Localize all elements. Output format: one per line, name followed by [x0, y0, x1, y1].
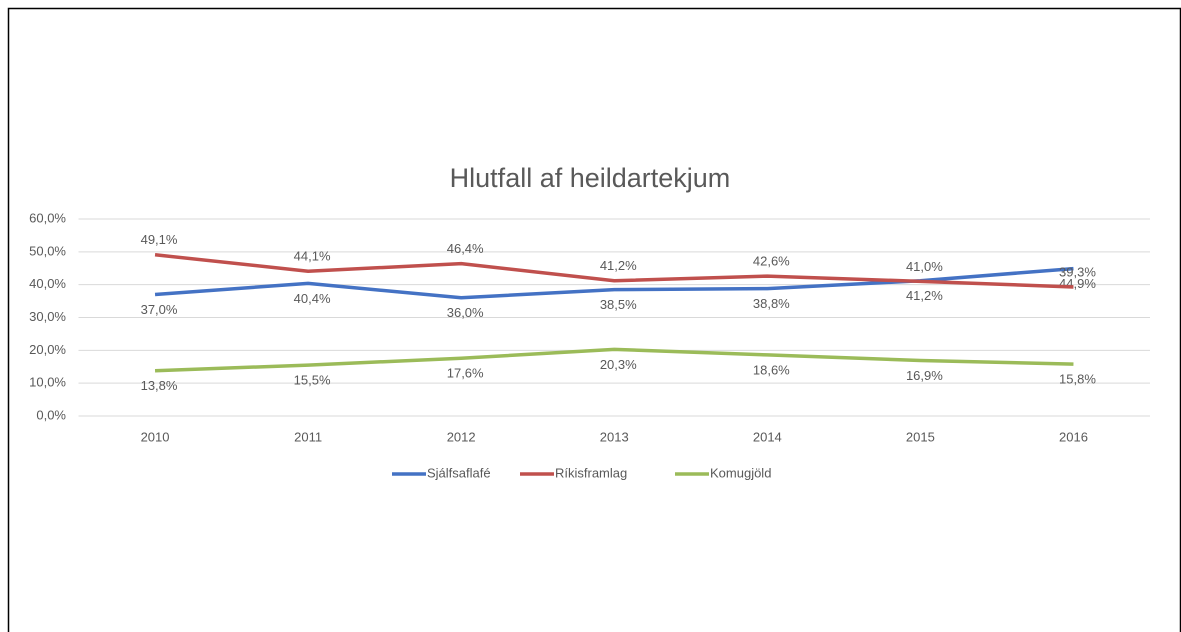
x-tick-label: 2014 — [753, 429, 782, 444]
data-label: 49,1% — [141, 232, 178, 247]
data-label: 15,5% — [294, 373, 331, 388]
y-tick-label: 40,0% — [29, 276, 66, 291]
data-label: 38,5% — [600, 297, 637, 312]
x-tick-label: 2011 — [294, 429, 322, 444]
series-line — [154, 347, 1074, 373]
y-tick-label: 10,0% — [29, 375, 66, 390]
x-tick-label: 2012 — [447, 429, 476, 444]
chart-title: Hlutfall af heildartekjum — [450, 163, 731, 193]
data-label: 17,6% — [447, 366, 484, 381]
data-label: 16,9% — [906, 368, 943, 383]
legend-label: Komugjöld — [710, 465, 771, 480]
data-label: 46,4% — [447, 241, 484, 256]
x-tick-label: 2015 — [906, 429, 935, 444]
data-label: 41,2% — [906, 288, 943, 303]
data-label: 41,0% — [906, 259, 943, 274]
data-label: 38,8% — [753, 296, 790, 311]
legend-label: Sjálfsaflafé — [427, 465, 491, 480]
data-label: 36,0% — [447, 305, 484, 320]
y-tick-label: 50,0% — [29, 243, 66, 258]
data-label: 37,0% — [141, 302, 178, 317]
legend-label: Ríkisframlag — [555, 465, 627, 480]
y-tick-label: 30,0% — [29, 309, 66, 324]
x-tick-label: 2013 — [600, 429, 629, 444]
data-label: 41,2% — [600, 258, 637, 273]
data-label: 44,1% — [294, 249, 331, 264]
x-tick-label: 2010 — [141, 429, 170, 444]
y-tick-label: 60,0% — [29, 210, 66, 225]
data-label: 18,6% — [753, 362, 790, 377]
series-line — [154, 253, 1074, 289]
y-tick-label: 20,0% — [29, 342, 66, 357]
data-label: 40,4% — [294, 291, 331, 306]
y-tick-label: 0,0% — [36, 407, 66, 422]
data-label: 20,3% — [600, 357, 637, 372]
data-label: 15,8% — [1059, 372, 1096, 387]
data-label: 39,3% — [1059, 264, 1096, 279]
data-label: 13,8% — [141, 378, 178, 393]
frame — [7, 7, 1181, 632]
x-tick-label: 2016 — [1059, 429, 1088, 444]
data-label: 42,6% — [753, 254, 790, 269]
